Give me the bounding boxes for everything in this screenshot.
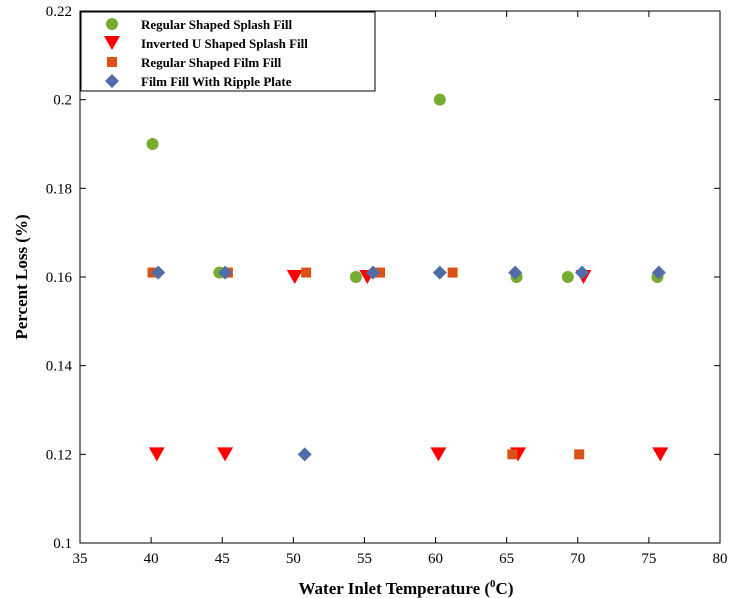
data-point-series-4 [218,265,233,280]
data-point-series-4 [151,265,166,280]
data-point-series-3 [447,267,458,278]
legend-marker-4 [105,74,119,88]
x-tick-label: 40 [144,551,159,567]
x-tick-label: 35 [73,551,88,567]
data-point-series-2 [430,447,447,462]
x-axis-title: Water Inlet Temperature (0C) [299,578,514,598]
x-tick-label: 75 [641,551,656,567]
data-point-series-4 [575,265,590,280]
data-point-series-4 [297,447,312,462]
x-tick-label: 55 [357,551,372,567]
data-point-series-4 [508,265,523,280]
data-point-series-4 [432,265,447,280]
x-tick-label: 45 [215,551,230,567]
y-tick-label: 0.18 [46,181,72,197]
y-tick-label: 0.1 [53,536,72,552]
y-tick-label: 0.16 [46,270,73,286]
data-point-series-2 [148,447,165,462]
y-tick-label: 0.22 [46,4,72,20]
legend-label-3: Regular Shaped Film Fill [141,55,282,70]
x-tick-label: 80 [713,551,728,567]
legend-marker-2 [104,36,120,50]
data-point-series-3 [507,449,518,460]
legend-label-1: Regular Shaped Splash Fill [141,17,293,32]
data-point-series-3 [375,267,386,278]
data-point-series-2 [652,447,669,462]
legend-box [80,11,376,92]
y-tick-label: 0.2 [53,93,72,109]
data-point-series-2 [217,447,234,462]
x-tick-label: 50 [286,551,301,567]
data-point-series-3 [574,449,585,460]
legend-marker-1 [106,18,118,30]
y-tick-label: 0.12 [46,447,72,463]
axis-ticks: 35 40 45 50 55 60 65 70 75 80 0.1 0.12 0.14 0.16 0.18 0… [46,4,728,567]
data-point-series-4 [365,265,380,280]
legend: Regular Shaped Splash Fill Inverted U Sha… [80,11,376,92]
data-point-series-1 [561,271,574,283]
data-point-series-3 [301,267,312,278]
legend-marker-3 [107,57,117,67]
plot-area [79,10,721,544]
data-point-series-2 [286,270,303,284]
legend-label-2: Inverted U Shaped Splash Fill [141,36,308,51]
data-point-series-4 [651,265,666,280]
legend-label-4: Film Fill With Ripple Plate [141,74,292,89]
data-point-series-1 [349,271,362,283]
data-points [146,93,669,462]
data-point-series-1 [146,138,159,150]
x-tick-label: 65 [499,551,514,567]
x-tick-label: 70 [570,551,585,567]
x-tick-label: 60 [428,551,443,567]
y-axis-title: Percent Loss (%) [12,214,31,339]
y-tick-label: 0.14 [46,359,73,375]
data-point-series-1 [433,93,446,106]
